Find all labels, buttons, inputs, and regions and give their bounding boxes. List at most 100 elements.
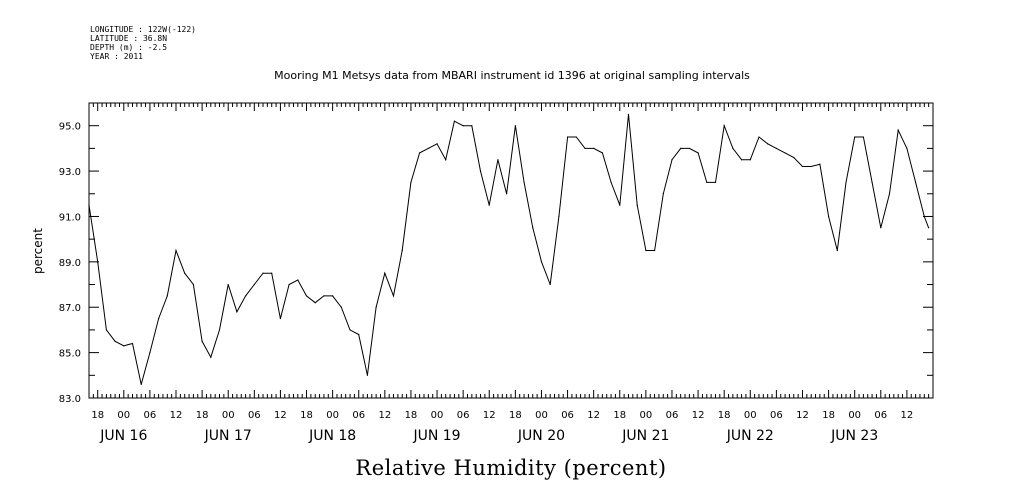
data-point: [218, 329, 221, 331]
data-point: [575, 136, 577, 138]
data-point: [166, 295, 168, 297]
data-point: [584, 147, 586, 149]
data-point: [131, 342, 134, 345]
latitude-label: LATITUDE : 36.8N: [90, 34, 167, 43]
data-point: [471, 125, 473, 127]
data-point: [323, 295, 325, 297]
data-point: [653, 249, 656, 252]
data-point: [227, 283, 229, 286]
data-point: [210, 356, 212, 358]
data-point: [314, 302, 316, 304]
x-tick-label: 00: [744, 410, 757, 421]
data-point: [445, 159, 447, 161]
year-label: YEAR : 2011: [90, 52, 143, 61]
y-tick-label: 95.0: [59, 122, 81, 133]
data-point: [819, 163, 821, 165]
data-point: [854, 136, 856, 138]
data-point: [514, 125, 516, 127]
x-tick-label: 06: [874, 410, 887, 421]
data-point: [845, 181, 847, 184]
x-date-label: JUN 23: [830, 428, 878, 444]
data-point: [706, 181, 708, 184]
x-tick-label: 18: [405, 410, 418, 421]
data-point: [366, 374, 369, 376]
data-point: [245, 295, 247, 297]
y-tick-label: 89.0: [59, 258, 81, 269]
data-point: [549, 283, 551, 286]
x-tick-label: 18: [613, 410, 626, 421]
data-point: [436, 143, 438, 145]
data-point: [601, 152, 603, 154]
x-date-label: JUN 19: [412, 428, 460, 444]
data-point: [497, 159, 499, 161]
data-point: [105, 329, 108, 331]
data-point: [897, 129, 899, 131]
x-tick-label: 00: [326, 410, 339, 421]
data-point: [784, 152, 786, 154]
data-point: [636, 204, 638, 206]
data-point: [540, 261, 543, 263]
data-point: [740, 159, 743, 161]
data-point: [749, 159, 751, 161]
data-point: [401, 249, 403, 252]
data-point: [928, 227, 930, 229]
data-point: [827, 215, 830, 218]
data-point: [279, 317, 282, 320]
data-point: [714, 181, 717, 184]
data-point: [862, 136, 864, 138]
x-tick-label: 00: [222, 410, 235, 421]
data-point: [384, 272, 386, 274]
y-axis: 95.0 93.0 91.0 89.0 87.0 85.0 83.0: [59, 122, 933, 405]
data-point: [392, 295, 395, 297]
x-date-label: JUN 21: [621, 428, 669, 444]
x-date-label: JUN 17: [204, 428, 252, 444]
data-point: [288, 283, 290, 286]
data-point: [88, 204, 90, 206]
y-tick-label: 83.0: [59, 394, 81, 405]
y-tick-label: 93.0: [59, 167, 81, 178]
x-tick-label: 00: [639, 410, 652, 421]
y-tick-label: 85.0: [59, 349, 81, 360]
x-axis-label: Relative Humidity (percent): [355, 456, 666, 480]
data-point: [184, 272, 186, 274]
x-tick-label: 18: [509, 410, 522, 421]
data-point: [140, 383, 142, 385]
x-tick-label: 06: [561, 410, 574, 421]
x-tick-label: 12: [378, 410, 391, 421]
x-tick-label: 00: [535, 410, 548, 421]
series-group: [88, 113, 930, 385]
x-tick-label: 12: [692, 410, 705, 421]
y-axis-label: percent: [31, 228, 45, 274]
data-point: [158, 317, 160, 320]
data-point: [340, 306, 342, 308]
series-line: [88, 114, 930, 385]
data-point: [297, 279, 299, 281]
data-point: [558, 215, 560, 218]
data-point: [410, 181, 412, 184]
x-tick-label: 18: [822, 410, 835, 421]
data-point: [114, 340, 116, 342]
x-tick-label: 06: [248, 410, 261, 421]
data-point: [192, 283, 195, 286]
data-point: [662, 193, 664, 195]
y-tick-label: 87.0: [59, 303, 81, 314]
x-tick-label: 12: [587, 410, 600, 421]
x-tick-label: 06: [666, 410, 679, 421]
data-point: [201, 340, 203, 342]
data-point: [236, 311, 238, 313]
data-point: [758, 136, 760, 138]
data-point: [149, 352, 151, 354]
data-point: [619, 204, 621, 206]
depth-label: DEPTH (m) : -2.5: [90, 43, 167, 52]
x-tick-label: 12: [483, 410, 496, 421]
x-tick-label: 00: [117, 410, 130, 421]
data-point: [532, 227, 534, 229]
x-tick-label: 12: [796, 410, 809, 421]
data-point: [923, 215, 925, 218]
data-point: [453, 120, 456, 122]
data-point: [793, 156, 795, 159]
x-tick-label: 18: [196, 410, 209, 421]
x-tick-label: 06: [770, 410, 783, 421]
x-tick-label: 06: [457, 410, 470, 421]
data-point: [906, 147, 908, 149]
